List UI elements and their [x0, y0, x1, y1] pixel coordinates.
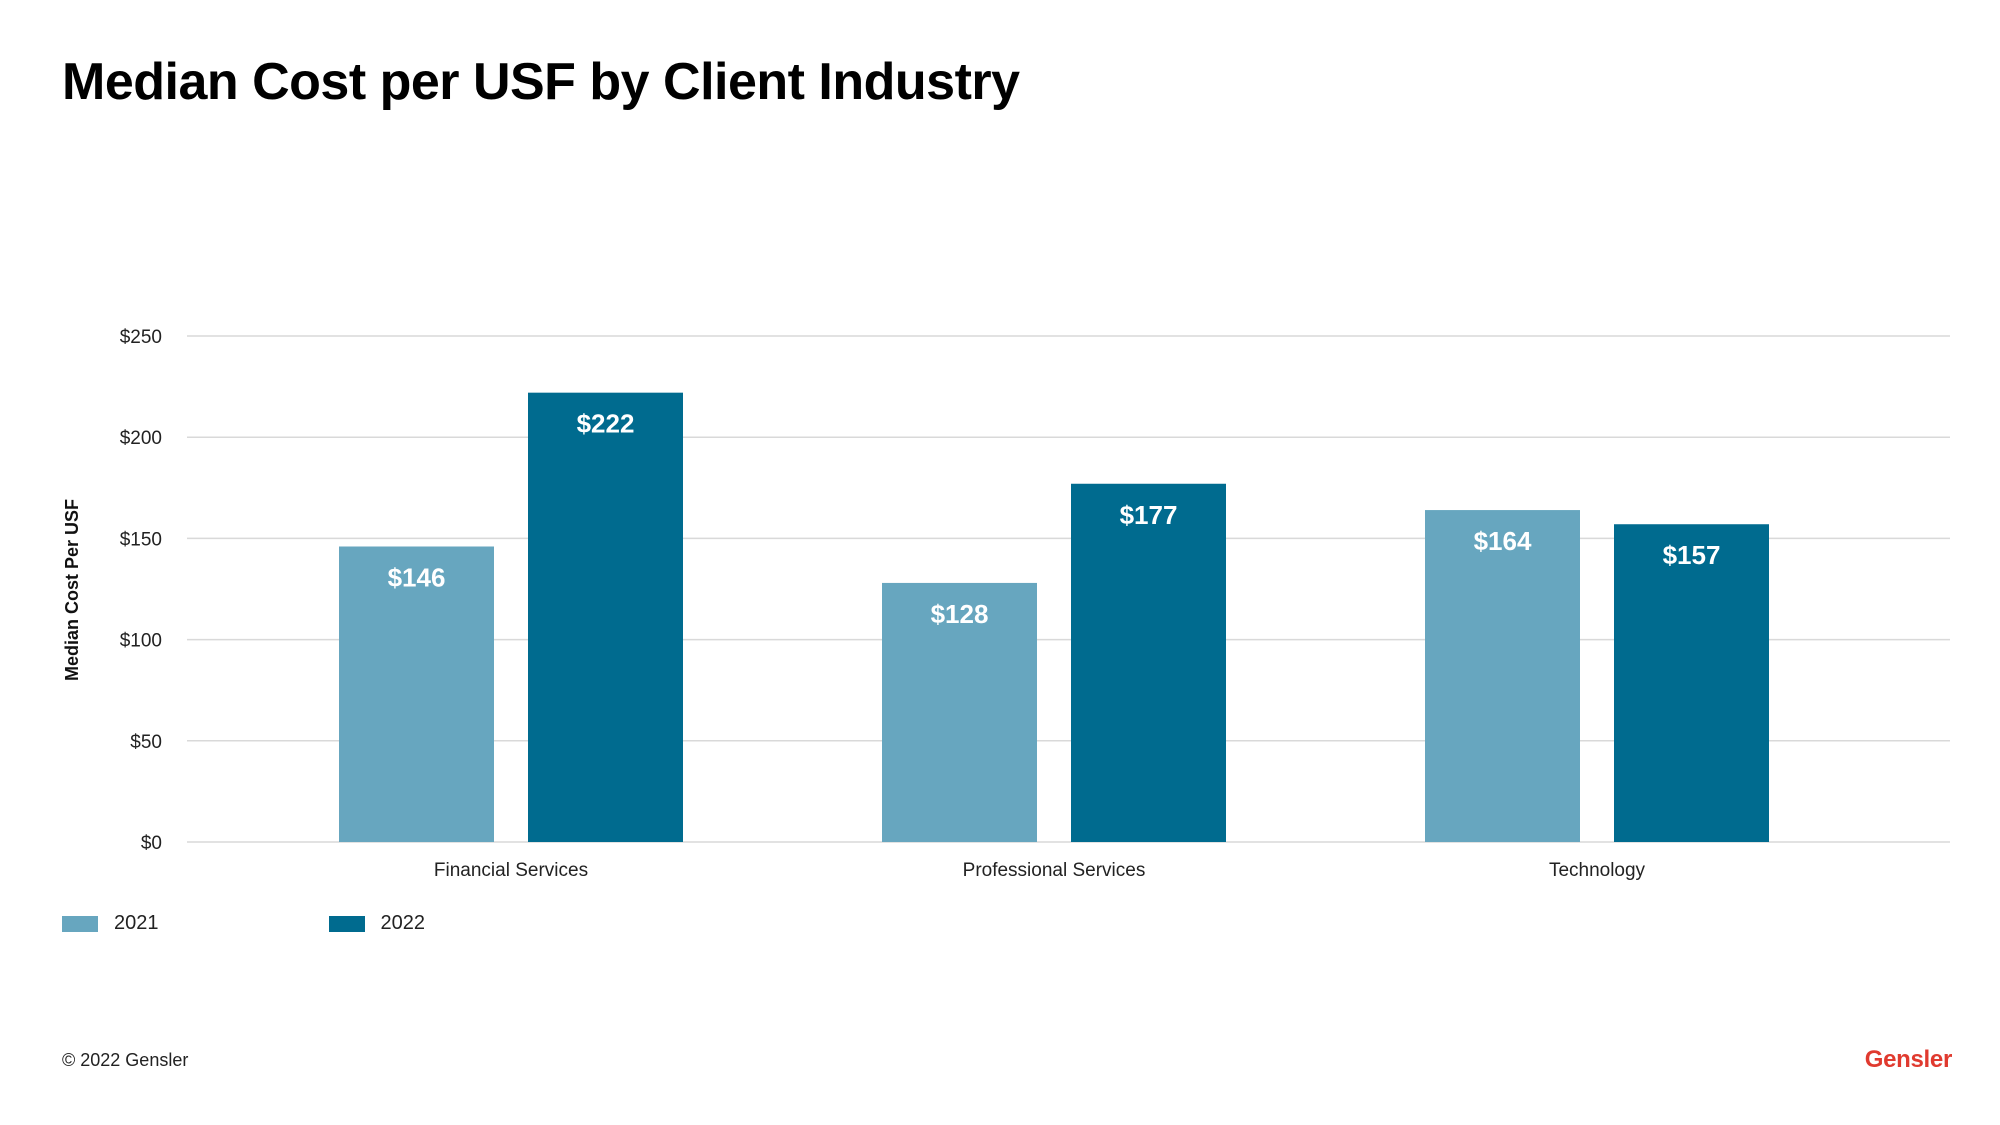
- bar-2022-technology: [1614, 524, 1769, 842]
- y-tick-label: $150: [120, 529, 162, 550]
- bar-2022-professional-services: [1071, 483, 1226, 842]
- gensler-logo: Gensler: [1864, 1046, 1953, 1073]
- y-tick-label: $200: [120, 428, 162, 449]
- x-tick-label: Technology: [1549, 860, 1646, 881]
- bars: [339, 392, 1769, 842]
- legend-label-2022: 2022: [380, 912, 426, 934]
- bar-value-label: $177: [1120, 500, 1178, 530]
- legend-item-2021: 2021: [62, 912, 159, 935]
- bar-value-label: $164: [1474, 526, 1532, 556]
- bar-2021-professional-services: [882, 582, 1037, 842]
- y-axis-label: Median Cost Per USF: [62, 499, 82, 681]
- copyright-notice: © 2022 Gensler: [62, 1050, 189, 1070]
- y-tick-label: $0: [141, 833, 162, 854]
- bar-value-label: $128: [931, 599, 989, 629]
- bar-value-labels: $146 $222 $128 $177 $164 $157: [388, 409, 1721, 629]
- x-tick-label: Financial Services: [434, 860, 588, 881]
- bar-value-label: $157: [1663, 540, 1721, 570]
- bar-value-label: $222: [577, 409, 635, 439]
- legend-label-2021: 2021: [114, 912, 159, 934]
- bar-2021-technology: [1425, 510, 1580, 842]
- x-tick-labels: Financial Services Professional Services T…: [434, 860, 1646, 881]
- legend-item-2022: 2022: [328, 912, 426, 935]
- y-tick-labels: $0 $50 $100 $150 $200 $250: [120, 327, 162, 854]
- y-tick-label: $50: [130, 732, 162, 753]
- legend-swatch-2021: [62, 915, 98, 932]
- chart-title: Median Cost per USF by Client Industry: [62, 53, 1020, 111]
- bar-value-label: $146: [388, 562, 446, 592]
- legend-swatch-2022: [328, 915, 365, 932]
- bar-2022-financial-services: [528, 392, 683, 842]
- y-tick-label: $250: [120, 327, 162, 348]
- x-tick-label: Professional Services: [963, 860, 1146, 881]
- bar-2021-financial-services: [339, 546, 494, 842]
- legend: 2021 2022: [62, 912, 425, 935]
- y-tick-label: $100: [120, 631, 162, 652]
